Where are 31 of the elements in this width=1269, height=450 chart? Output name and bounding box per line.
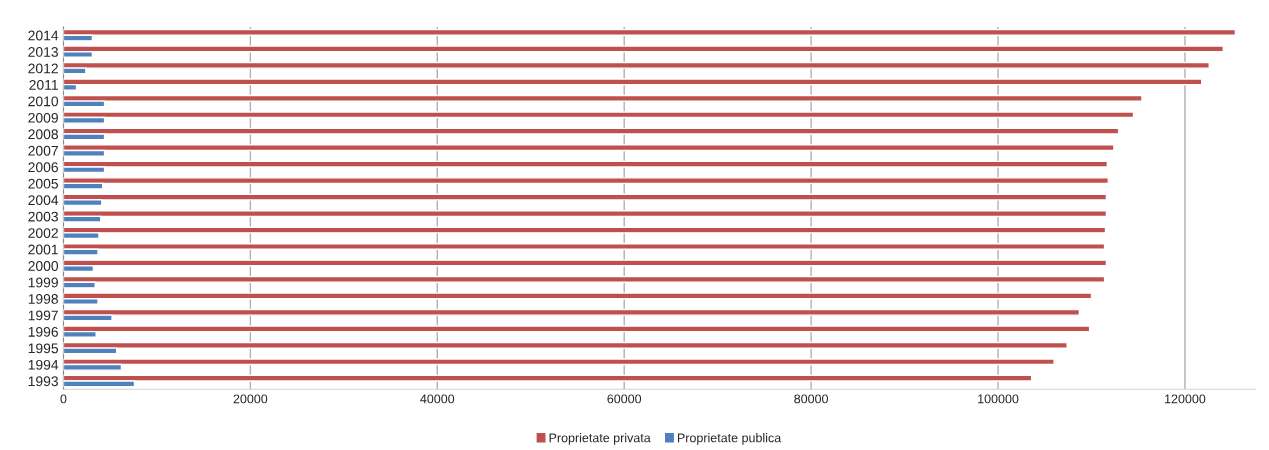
y-tick-label: 2006: [28, 162, 58, 173]
legend-label: Proprietate publica: [677, 433, 782, 445]
x-tick-label: 60000: [607, 394, 642, 404]
y-tick-label: 2011: [29, 79, 58, 90]
x-tick-label: 20000: [233, 394, 268, 404]
y-tick-label: 2004: [28, 195, 59, 206]
y-tick-label: 1993: [28, 376, 58, 387]
y-tick-label: 1998: [28, 294, 58, 304]
y-tick-label: 2009: [28, 112, 58, 123]
y-tick-label: 2000: [28, 261, 59, 271]
y-tick-label: 1997: [28, 310, 58, 321]
y-tick-label: 2007: [28, 145, 58, 156]
y-tick-label: 2005: [28, 178, 59, 189]
y-tick-label: 2001: [28, 244, 58, 255]
y-tick-label: 2012: [28, 63, 58, 74]
x-tick-label: 40000: [420, 394, 455, 404]
legend-label: Proprietate privata: [549, 433, 651, 445]
y-tick-label: 2013: [28, 47, 58, 57]
x-tick-label: 80000: [794, 394, 829, 404]
y-tick-label: 2014: [28, 30, 59, 41]
y-tick-label: 1999: [28, 277, 58, 288]
y-tick-label: 2003: [28, 211, 58, 222]
y-tick-label: 2002: [28, 228, 58, 238]
x-tick-label: 120000: [1165, 394, 1206, 404]
y-tick-label: 1996: [28, 326, 58, 337]
x-tick-label: 100000: [978, 394, 1019, 404]
y-tick-label: 1995: [28, 343, 59, 354]
y-tick-label: 1994: [28, 359, 59, 370]
x-tick-label: 0: [60, 394, 67, 404]
y-tick-label: 2010: [28, 96, 59, 107]
y-tick-label: 2008: [28, 129, 58, 140]
